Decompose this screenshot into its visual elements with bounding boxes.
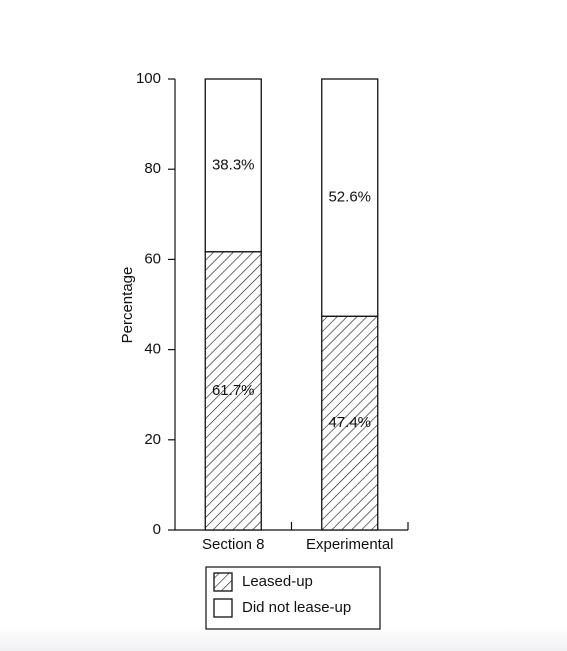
y-tick-label: 80 (144, 160, 161, 177)
background-band (0, 626, 567, 651)
legend-swatch (213, 572, 233, 592)
x-tick-label: Section 8 (202, 536, 265, 553)
legend-swatch (213, 598, 233, 618)
bar-segment (204, 251, 262, 531)
legend-label: Leased-up (242, 573, 313, 590)
y-tick-label: 60 (144, 250, 161, 267)
value-label: 52.6% (328, 189, 371, 206)
y-tick-label: 100 (136, 70, 161, 87)
x-tick-label: Experimental (306, 536, 394, 553)
y-tick-label: 40 (144, 341, 161, 358)
value-label: 61.7% (212, 382, 255, 399)
y-tick-label: 20 (144, 431, 161, 448)
bar-segment (321, 315, 379, 531)
value-label: 38.3% (212, 156, 255, 173)
y-tick-label: 0 (153, 521, 161, 538)
bar-segment (204, 78, 262, 253)
legend-box (205, 566, 381, 630)
bar-segment (321, 78, 379, 317)
value-label: 47.4% (328, 414, 371, 431)
y-axis-label: Percentage (119, 267, 136, 344)
legend-label: Did not lease-up (242, 599, 351, 616)
